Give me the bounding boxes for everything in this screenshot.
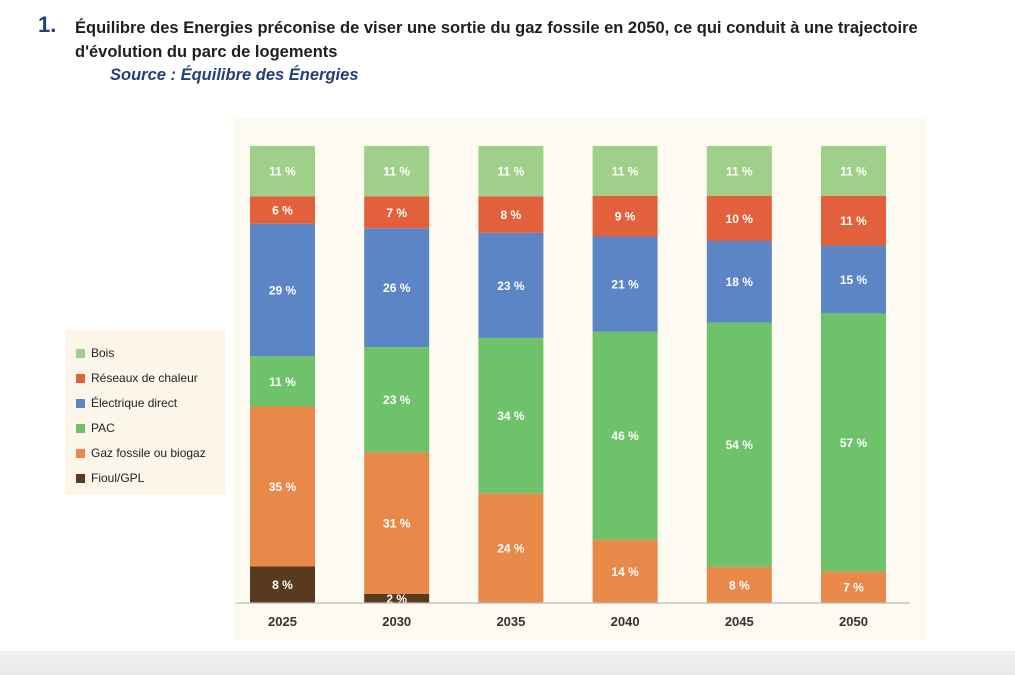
legend-item-fioul: Fioul/GPL — [76, 469, 144, 487]
bar-segment-pac-2035 — [478, 337, 544, 494]
data-label-electrique-direct-2030: 26 % — [383, 281, 411, 295]
legend-label-gaz: Gaz fossile ou biogaz — [91, 446, 206, 460]
data-label-gaz-fossile-ou-biogaz-2025: 35 % — [269, 480, 297, 494]
bar-segment-pac-2025 — [250, 356, 315, 407]
legend-item-electrique: Électrique direct — [76, 394, 177, 412]
data-label-gaz-fossile-ou-biogaz-2050: 7 % — [843, 581, 864, 595]
bar-segment-bois-2050 — [821, 146, 886, 196]
bar-segment-pac-2045 — [706, 322, 772, 567]
data-label-gaz-fossile-ou-biogaz-2030: 31 % — [383, 517, 411, 531]
data-label-electrique-direct-2045: 18 % — [726, 275, 754, 289]
x-tick-label-2045: 2045 — [725, 614, 754, 629]
data-label-bois-2025: 11 % — [269, 165, 296, 179]
data-label-reseaux-de-chaleur-2030: 7 % — [386, 206, 407, 220]
bar-segment-reseaux-de-chaleur-2025 — [250, 196, 315, 224]
legend-label-electrique: Électrique direct — [91, 396, 178, 410]
legend-item-pac: PAC — [76, 419, 115, 437]
bar-segment-bois-2030 — [364, 146, 430, 197]
legend-label-pac: PAC — [91, 421, 115, 435]
chart-background — [233, 118, 926, 640]
bar-segment-reseaux-de-chaleur-2040 — [592, 195, 658, 237]
data-label-reseaux-de-chaleur-2045: 10 % — [726, 212, 754, 226]
data-label-pac-2050: 57 % — [840, 436, 868, 450]
bar-segment-electrique-direct-2050 — [821, 245, 886, 314]
data-label-electrique-direct-2040: 21 % — [611, 278, 639, 292]
data-label-pac-2025: 11 % — [269, 375, 296, 389]
bar-segment-reseaux-de-chaleur-2045 — [706, 195, 772, 242]
data-label-bois-2050: 11 % — [840, 164, 867, 178]
source-caption: Source : Équilibre des Énergies — [110, 66, 359, 84]
legend-swatch-reseaux — [76, 373, 85, 383]
bar-segment-electrique-direct-2040 — [592, 236, 658, 332]
bars-group: 8 % 35 % 11 % 29 % 6 % 11 % 2 % 31 % 23 % 26 % 7 %… — [250, 146, 886, 606]
legend-item-bois: Bois — [76, 344, 114, 362]
footer-band — [0, 651, 1015, 675]
header: 1. Équilibre des Energies préconise de v… — [0, 0, 1015, 100]
data-label-gaz-fossile-ou-biogaz-2035: 24 % — [497, 542, 525, 556]
data-label-gaz-fossile-ou-biogaz-2045: 8 % — [729, 578, 750, 592]
legend-item-gaz: Gaz fossile ou biogaz — [76, 444, 206, 462]
bar-segment-gaz-fossile-ou-biogaz-2030 — [364, 452, 430, 594]
data-label-bois-2030: 11 % — [383, 165, 410, 179]
bar-segment-fioul-gpl-2025 — [250, 566, 315, 603]
bar-segment-gaz-fossile-ou-biogaz-2050 — [821, 571, 886, 603]
bar-segment-bois-2025 — [250, 146, 315, 197]
bar-segment-gaz-fossile-ou-biogaz-2025 — [250, 406, 315, 567]
data-label-fioul-gpl-2030: 2 % — [386, 592, 407, 606]
bar-segment-reseaux-de-chaleur-2030 — [364, 196, 430, 229]
legend-label-reseaux: Réseaux de chaleur — [91, 371, 198, 385]
bar-segment-bois-2040 — [592, 146, 658, 196]
bar-segment-gaz-fossile-ou-biogaz-2045 — [706, 566, 772, 603]
legend-swatch-fioul — [76, 473, 85, 483]
data-label-pac-2035: 34 % — [497, 409, 525, 423]
legend-item-reseaux: Réseaux de chaleur — [76, 369, 198, 387]
data-label-electrique-direct-2050: 15 % — [840, 273, 868, 287]
data-label-gaz-fossile-ou-biogaz-2040: 14 % — [611, 565, 639, 579]
data-label-bois-2040: 11 % — [612, 164, 639, 178]
bar-segment-pac-2040 — [592, 331, 658, 540]
page-title: Équilibre des Energies préconise de vise… — [75, 19, 918, 61]
bar-segment-electrique-direct-2030 — [364, 228, 430, 348]
x-tick-label-2025: 2025 — [268, 614, 297, 629]
legend-swatch-gaz — [76, 448, 85, 458]
bar-segment-reseaux-de-chaleur-2050 — [821, 195, 886, 246]
data-label-pac-2030: 23 % — [383, 393, 411, 407]
data-label-reseaux-de-chaleur-2050: 11 % — [840, 214, 867, 228]
x-tick-label-2035: 2035 — [496, 614, 525, 629]
bar-segment-electrique-direct-2025 — [250, 223, 315, 357]
data-label-pac-2040: 46 % — [611, 429, 639, 443]
legend-panel — [65, 330, 225, 495]
data-label-reseaux-de-chaleur-2025: 6 % — [272, 203, 293, 217]
legend-swatch-bois — [76, 348, 85, 358]
bar-segment-bois-2035 — [478, 146, 544, 197]
bar-segment-fioul-gpl-2030 — [364, 593, 430, 603]
legend-label-fioul: Fioul/GPL — [91, 471, 145, 485]
data-label-bois-2045: 11 % — [726, 164, 753, 178]
x-tick-label-2040: 2040 — [611, 614, 640, 629]
legend-label-bois: Bois — [91, 346, 115, 360]
data-label-reseaux-de-chaleur-2035: 8 % — [501, 208, 522, 222]
data-label-electrique-direct-2025: 29 % — [269, 283, 297, 297]
bar-segment-bois-2045 — [706, 146, 772, 196]
data-label-reseaux-de-chaleur-2040: 9 % — [615, 210, 636, 224]
bar-segment-pac-2030 — [364, 347, 430, 453]
data-label-bois-2035: 11 % — [498, 165, 525, 179]
legend-swatch-electrique — [76, 398, 85, 408]
legend-swatch-pac — [76, 423, 85, 433]
data-label-electrique-direct-2035: 23 % — [497, 279, 525, 293]
bar-segment-electrique-direct-2045 — [706, 241, 772, 323]
x-tick-labels: 2025 2030 2035 2040 2045 2050 — [268, 614, 868, 629]
bar-segment-gaz-fossile-ou-biogaz-2040 — [592, 539, 658, 603]
x-tick-label-2030: 2030 — [382, 614, 411, 629]
data-label-fioul-gpl-2025: 8 % — [272, 578, 293, 592]
bar-segment-reseaux-de-chaleur-2035 — [478, 196, 544, 233]
bar-segment-pac-2050 — [821, 313, 886, 572]
section-number: 1. — [38, 12, 57, 37]
x-tick-label-2050: 2050 — [839, 614, 868, 629]
bar-segment-electrique-direct-2035 — [478, 232, 544, 338]
bar-segment-gaz-fossile-ou-biogaz-2035 — [478, 493, 544, 603]
data-label-pac-2045: 54 % — [726, 438, 754, 452]
